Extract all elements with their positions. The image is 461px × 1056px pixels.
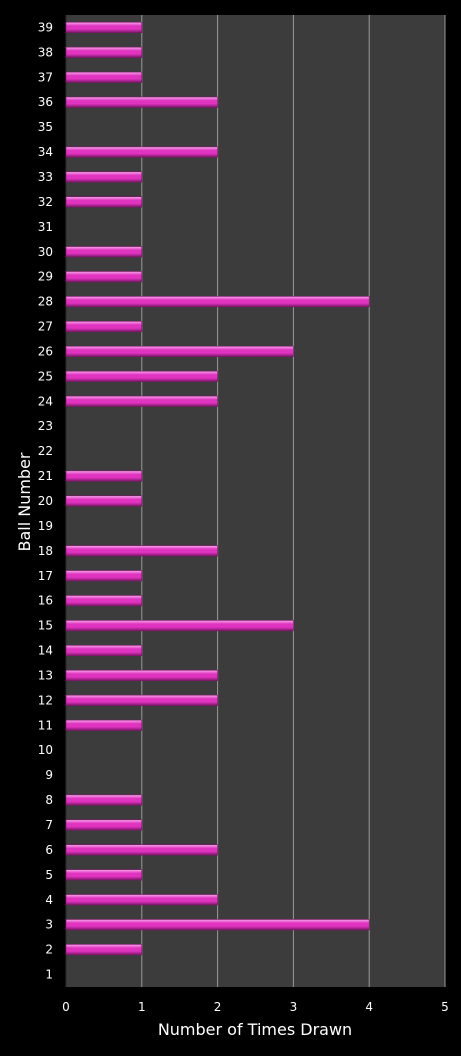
y-tick-labels: 1234567891011121314151617181920212223242… — [38, 20, 53, 981]
y-tick-label: 16 — [38, 594, 53, 608]
y-tick-label: 6 — [45, 843, 53, 857]
y-tick-label: 36 — [38, 95, 53, 109]
bar-ball-26 — [65, 345, 294, 357]
bar-ball-15 — [65, 620, 294, 632]
y-tick-label: 32 — [38, 195, 53, 209]
bar-ball-7 — [65, 819, 143, 831]
y-tick-label: 20 — [38, 494, 53, 508]
bar-ball-37 — [65, 71, 143, 83]
y-tick-label: 25 — [38, 369, 53, 383]
x-tick-label: 3 — [290, 1000, 298, 1014]
bar-ball-12 — [65, 694, 218, 706]
bar-ball-28 — [65, 296, 370, 308]
bar-ball-32 — [65, 196, 143, 208]
y-tick-label: 27 — [38, 320, 53, 334]
y-tick-label: 12 — [38, 693, 53, 707]
y-tick-label: 28 — [38, 295, 53, 309]
bar-ball-14 — [65, 645, 143, 657]
y-tick-label: 2 — [45, 943, 53, 957]
y-tick-label: 31 — [38, 220, 53, 234]
y-tick-label: 4 — [45, 893, 53, 907]
y-tick-label: 35 — [38, 120, 53, 134]
y-tick-label: 17 — [38, 569, 53, 583]
bar-ball-6 — [65, 844, 218, 856]
bar-ball-30 — [65, 246, 143, 258]
y-tick-label: 24 — [38, 394, 53, 408]
y-tick-label: 5 — [45, 868, 53, 882]
bar-ball-27 — [65, 321, 143, 333]
y-tick-label: 33 — [38, 170, 53, 184]
bar-ball-29 — [65, 271, 143, 283]
bars — [65, 21, 370, 956]
y-tick-label: 26 — [38, 344, 53, 358]
y-tick-label: 23 — [38, 419, 53, 433]
x-tick-label: 0 — [62, 1000, 70, 1014]
bar-ball-5 — [65, 869, 143, 881]
bar-ball-13 — [65, 669, 218, 681]
y-tick-label: 38 — [38, 45, 53, 59]
y-tick-label: 3 — [45, 918, 53, 932]
y-tick-label: 18 — [38, 544, 53, 558]
y-tick-label: 34 — [38, 145, 53, 159]
y-tick-label: 8 — [45, 793, 53, 807]
bar-ball-2 — [65, 944, 143, 956]
bar-ball-17 — [65, 570, 143, 582]
y-tick-label: 29 — [38, 270, 53, 284]
bar-ball-4 — [65, 894, 218, 906]
bar-ball-24 — [65, 395, 218, 407]
bar-ball-16 — [65, 595, 143, 607]
y-tick-label: 10 — [38, 743, 53, 757]
bar-ball-38 — [65, 46, 143, 58]
y-tick-label: 13 — [38, 668, 53, 682]
bar-ball-11 — [65, 719, 143, 731]
y-tick-label: 14 — [38, 644, 53, 658]
x-tick-label: 2 — [214, 1000, 222, 1014]
y-tick-label: 21 — [38, 469, 53, 483]
y-tick-label: 30 — [38, 245, 53, 259]
bar-ball-3 — [65, 919, 370, 931]
x-tick-label: 4 — [365, 1000, 373, 1014]
x-tick-label: 1 — [138, 1000, 146, 1014]
x-tick-labels: 0 1 2 3 4 5 — [62, 1000, 449, 1014]
bar-ball-20 — [65, 495, 143, 507]
bar-ball-33 — [65, 171, 143, 183]
bar-ball-21 — [65, 470, 143, 482]
bar-ball-8 — [65, 794, 143, 806]
bar-ball-34 — [65, 146, 218, 158]
bar-ball-25 — [65, 370, 218, 382]
y-tick-label: 7 — [45, 818, 53, 832]
y-tick-label: 15 — [38, 619, 53, 633]
y-tick-label: 19 — [38, 519, 53, 533]
bar-ball-18 — [65, 545, 218, 557]
x-axis-title: Number of Times Drawn — [158, 1020, 352, 1039]
y-tick-label: 9 — [45, 768, 53, 782]
y-tick-label: 1 — [45, 968, 53, 982]
y-tick-label: 11 — [38, 718, 53, 732]
y-tick-label: 37 — [38, 70, 53, 84]
y-tick-label: 39 — [38, 20, 53, 34]
y-axis-title: Ball Number — [15, 452, 34, 551]
bar-ball-36 — [65, 96, 218, 108]
bar-ball-39 — [65, 21, 143, 33]
x-tick-label: 5 — [441, 1000, 449, 1014]
y-tick-label: 22 — [38, 444, 53, 458]
